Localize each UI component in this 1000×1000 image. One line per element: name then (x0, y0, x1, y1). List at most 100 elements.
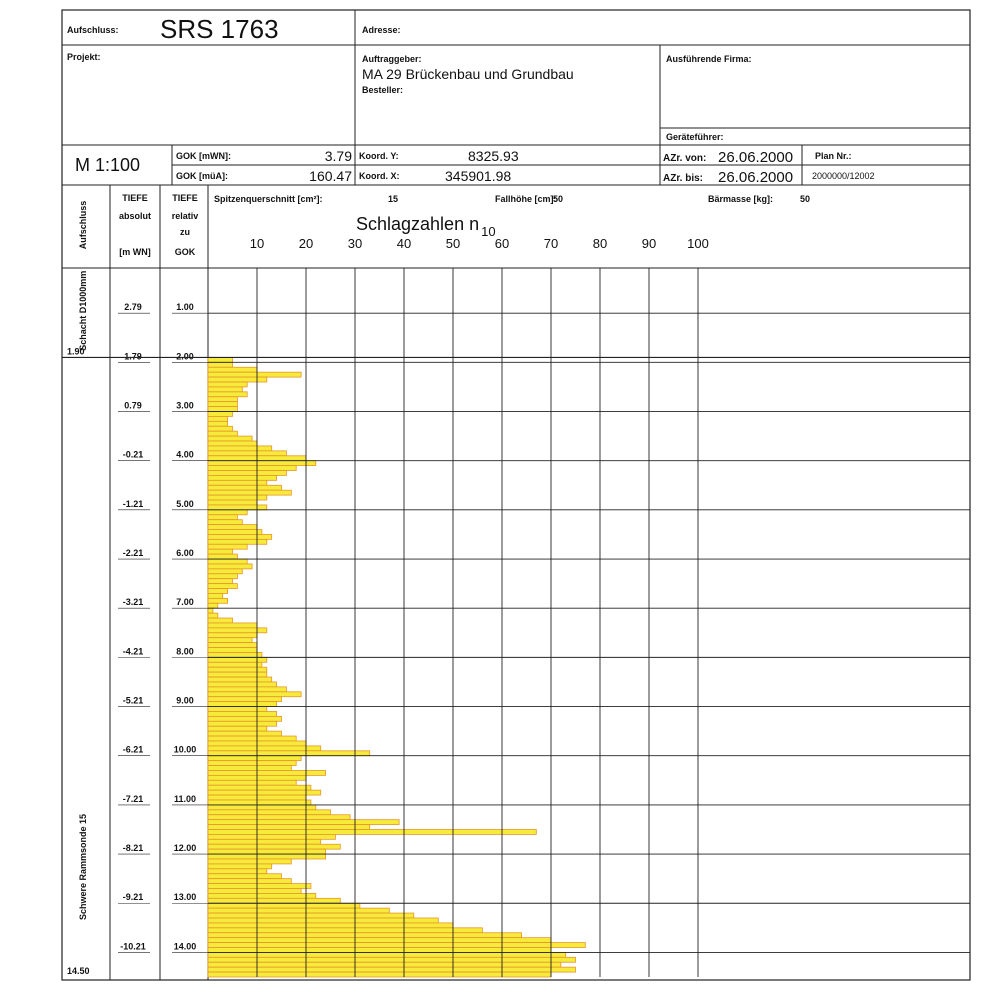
bar (207, 863, 273, 870)
bar (207, 878, 292, 884)
parameter-label: Bärmasse [kg]: (708, 194, 773, 204)
x-tick-label: 70 (544, 236, 558, 251)
bar (207, 897, 341, 904)
bar (207, 637, 253, 644)
scale: M 1:100 (75, 155, 140, 175)
y2-tick-label: 1.79 (124, 351, 142, 361)
x-tick-label: 40 (397, 236, 411, 251)
bar (207, 956, 576, 963)
bar (207, 843, 341, 850)
y2-tick-label: -4.21 (123, 646, 144, 656)
value: 8325.93 (468, 148, 519, 164)
bar (207, 735, 297, 742)
label: Ausführende Firma: (666, 54, 752, 64)
bar (207, 371, 302, 378)
bar (207, 932, 523, 939)
parameter-label: Fallhöhe [cm]: (495, 194, 557, 204)
y2-tick-label: 0.79 (124, 401, 142, 411)
bar (207, 661, 263, 668)
bar (207, 519, 243, 526)
bar (207, 750, 371, 757)
bar (207, 907, 390, 914)
y-tick-label: 2.00 (176, 351, 194, 361)
bar (207, 799, 312, 806)
label: AZr. von: (663, 153, 706, 164)
bar (207, 494, 268, 501)
bar (207, 514, 238, 521)
layer-label: Schacht D1000mm (78, 271, 88, 351)
bar (207, 838, 322, 845)
x-tick-label: 80 (593, 236, 607, 251)
bar (207, 676, 273, 683)
column-header: Aufschluss (78, 201, 88, 250)
y2-tick-label: -8.21 (123, 843, 144, 853)
label: Koord. Y: (359, 151, 399, 161)
bar (207, 504, 268, 511)
y2-tick-label: -1.21 (123, 499, 144, 509)
y2-tick-label: -5.21 (123, 696, 144, 706)
y-tick-label: 7.00 (176, 597, 194, 607)
bar (207, 681, 277, 688)
bar (207, 450, 287, 457)
bar (207, 656, 268, 663)
value: 3.79 (325, 148, 352, 164)
bar (207, 671, 268, 678)
bar (207, 937, 552, 943)
column-header: TIEFE (122, 193, 148, 203)
column-header: GOK (175, 247, 196, 257)
y-tick-label: 10.00 (174, 745, 197, 755)
bar (207, 893, 317, 899)
bar (207, 642, 258, 648)
bar (207, 947, 552, 953)
bar (207, 578, 233, 585)
bar (207, 553, 238, 560)
y2-tick-label: -2.21 (123, 548, 144, 558)
y-tick-label: 8.00 (176, 646, 194, 656)
bar (207, 632, 258, 639)
bar (207, 563, 253, 570)
bar (207, 873, 282, 880)
label: Aufschluss: (67, 25, 119, 35)
bar (207, 524, 258, 530)
bar (207, 538, 268, 545)
x-tick-label: 90 (642, 236, 656, 251)
bar (207, 543, 248, 550)
bar (207, 529, 263, 535)
bar (207, 411, 233, 417)
bar (207, 361, 233, 368)
y-tick-label: 6.00 (176, 548, 194, 558)
bar (207, 597, 229, 604)
bar (207, 927, 483, 934)
bar (207, 420, 229, 427)
bar (207, 366, 258, 373)
layer-bottom-label: 14.50 (67, 966, 90, 976)
bar (207, 425, 233, 432)
bar (207, 406, 238, 412)
y2-tick-label: -0.21 (123, 450, 144, 460)
layer-bottom-label: 1.90 (67, 346, 85, 356)
bar (207, 430, 238, 437)
bar (207, 602, 219, 609)
bar (207, 534, 273, 540)
bar (207, 622, 258, 629)
y2-tick-label: 2.79 (124, 302, 142, 312)
bar (207, 484, 282, 491)
bar (207, 720, 277, 727)
x-tick-label: 10 (250, 236, 264, 251)
bar (207, 391, 248, 398)
bar (207, 730, 282, 737)
bar (207, 966, 576, 973)
bar (207, 499, 258, 506)
bar (207, 848, 326, 855)
bar (207, 804, 317, 811)
label: GOK [mWN]: (176, 151, 231, 161)
column-header: [m WN] (119, 247, 151, 257)
bar (207, 440, 258, 447)
bar (207, 445, 273, 452)
value: 345901.98 (445, 168, 511, 184)
bar (207, 435, 253, 442)
bar (207, 612, 219, 619)
label: GOK [müA]: (176, 171, 228, 181)
bar (207, 593, 224, 599)
